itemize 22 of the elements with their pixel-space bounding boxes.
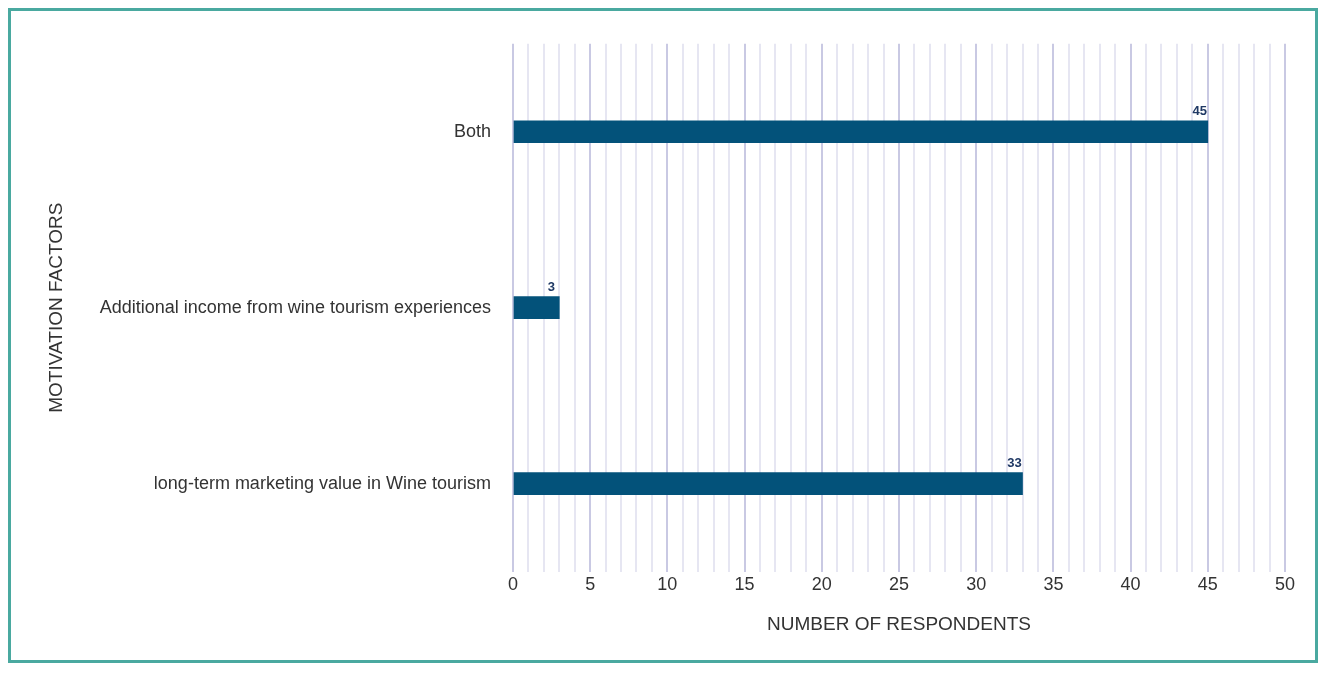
x-axis-title: NUMBER OF RESPONDENTS <box>767 612 1031 634</box>
x-tick-label: 5 <box>585 574 596 595</box>
y-axis-title: MOTIVATION FACTORS <box>44 202 66 413</box>
data-label: 33 <box>1007 454 1022 470</box>
bar <box>513 120 1209 144</box>
x-tick-label: 15 <box>734 574 755 595</box>
x-tick-label: 20 <box>811 574 832 595</box>
x-tick-label: 35 <box>1043 574 1064 595</box>
x-tick-label: 0 <box>507 574 518 595</box>
x-tick-label: 45 <box>1197 574 1218 595</box>
data-label: 45 <box>1192 102 1208 118</box>
y-tick-label: Both <box>453 120 491 141</box>
data-label: 3 <box>547 278 555 294</box>
bar <box>513 472 1023 495</box>
x-tick-label: 30 <box>966 574 987 595</box>
y-tick-label: long-term marketing value in Wine tourism <box>153 472 491 493</box>
x-tick-label: 10 <box>657 574 678 595</box>
x-tick-label: 50 <box>1274 574 1296 595</box>
x-tick-label: 25 <box>888 574 909 595</box>
bar <box>513 296 560 320</box>
y-tick-label: Additional income from wine tourism experiences <box>99 296 491 317</box>
x-tick-label: 40 <box>1120 574 1141 595</box>
